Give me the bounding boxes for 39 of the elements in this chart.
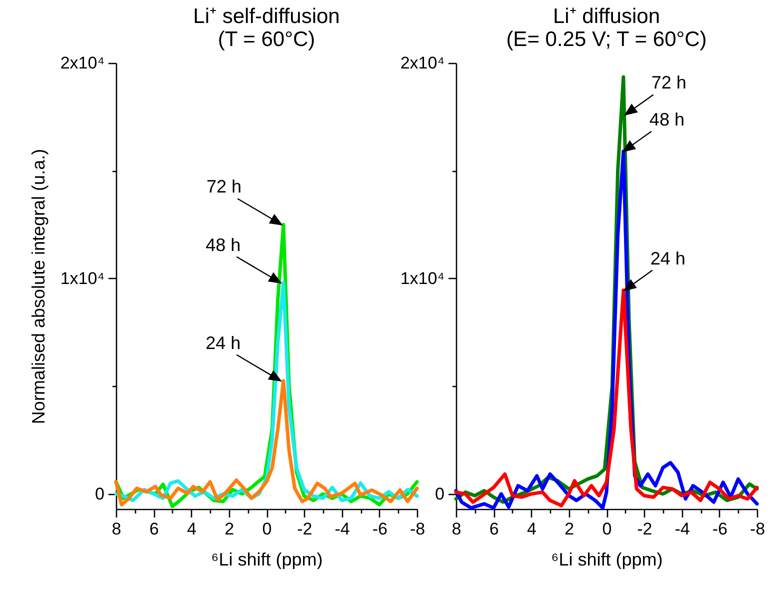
line-series — [114, 379, 419, 506]
x-tick-label: -6 — [372, 520, 388, 538]
annotation: 72 h — [206, 176, 242, 197]
y-tick-label: 0 — [95, 484, 104, 504]
x-tick-label: 2 — [224, 520, 234, 538]
annotation: 24 h — [650, 248, 686, 268]
annotation: 24 h — [206, 332, 241, 353]
x-tick-label: 6 — [489, 520, 499, 538]
x-tick-label: 0 — [602, 520, 612, 538]
x-axis-title: ⁶Li shift (ppm) — [551, 550, 663, 570]
chart-title: Li⁺ diffusion — [552, 5, 660, 28]
x-tick-label: 0 — [262, 520, 272, 538]
x-tick-label: 8 — [112, 520, 122, 538]
chart-subtitle: (E= 0.25 V; T = 60°C) — [506, 28, 707, 51]
x-tick-label: -8 — [750, 520, 766, 538]
x-tick-label: -2 — [637, 520, 652, 538]
x-tick-label: -6 — [712, 520, 728, 538]
annotation: 72 h — [651, 72, 686, 93]
x-tick-label: -8 — [410, 520, 426, 538]
y-tick-label: 2x10⁴ — [400, 54, 444, 72]
chart-title: Li⁺ self-diffusion — [193, 5, 340, 28]
y-tick-label: 2x10⁴ — [60, 54, 104, 72]
line-series — [454, 288, 759, 508]
x-tick-label: 6 — [149, 520, 159, 538]
x-tick-label: -4 — [334, 520, 350, 538]
annotation: 48 h — [649, 109, 684, 130]
y-tick-label: 1x10⁴ — [400, 268, 444, 288]
y-axis-title: Normalised absolute integral (u.a.) — [28, 148, 48, 424]
x-tick-label: 8 — [452, 520, 462, 538]
chart-subtitle: (T = 60°C) — [218, 28, 316, 51]
annotation: 48 h — [206, 234, 241, 255]
x-tick-label: 4 — [187, 520, 196, 538]
x-tick-label: -2 — [297, 520, 312, 538]
x-tick-label: 2 — [564, 520, 574, 538]
x-tick-label: 4 — [527, 520, 536, 538]
x-tick-label: -4 — [674, 520, 690, 538]
x-axis-title: ⁶Li shift (ppm) — [211, 550, 323, 570]
y-tick-label: 1x10⁴ — [60, 268, 104, 288]
y-tick-label: 0 — [435, 484, 444, 504]
